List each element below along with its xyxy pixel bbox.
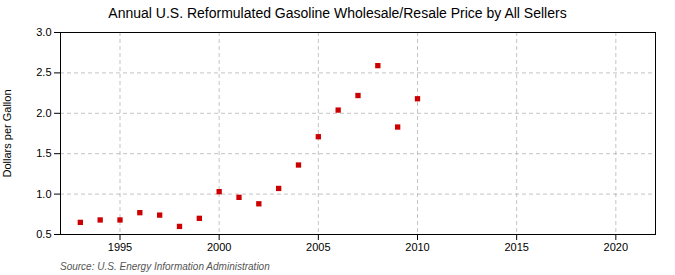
svg-text:1.0: 1.0	[36, 188, 51, 200]
svg-text:2020: 2020	[604, 241, 628, 253]
svg-text:0.5: 0.5	[36, 228, 51, 240]
svg-text:3.0: 3.0	[36, 26, 51, 38]
svg-text:2005: 2005	[306, 241, 330, 253]
svg-text:1995: 1995	[108, 241, 132, 253]
svg-text:2015: 2015	[504, 241, 528, 253]
svg-text:2000: 2000	[207, 241, 231, 253]
svg-text:2.0: 2.0	[36, 107, 51, 119]
html-text:Source: U.S. Energy Informatio: Source: U.S. Energy Information Administ…	[60, 261, 270, 272]
svg-text:Dollars per Gallon: Dollars per Gallon	[1, 89, 13, 177]
svg-text:2.5: 2.5	[36, 66, 51, 78]
svg-text:2010: 2010	[405, 241, 429, 253]
html-text:Annual U.S. Reformulated Gasol: Annual U.S. Reformulated Gasoline Wholes…	[108, 5, 567, 21]
svg-text:1.5: 1.5	[36, 147, 51, 159]
